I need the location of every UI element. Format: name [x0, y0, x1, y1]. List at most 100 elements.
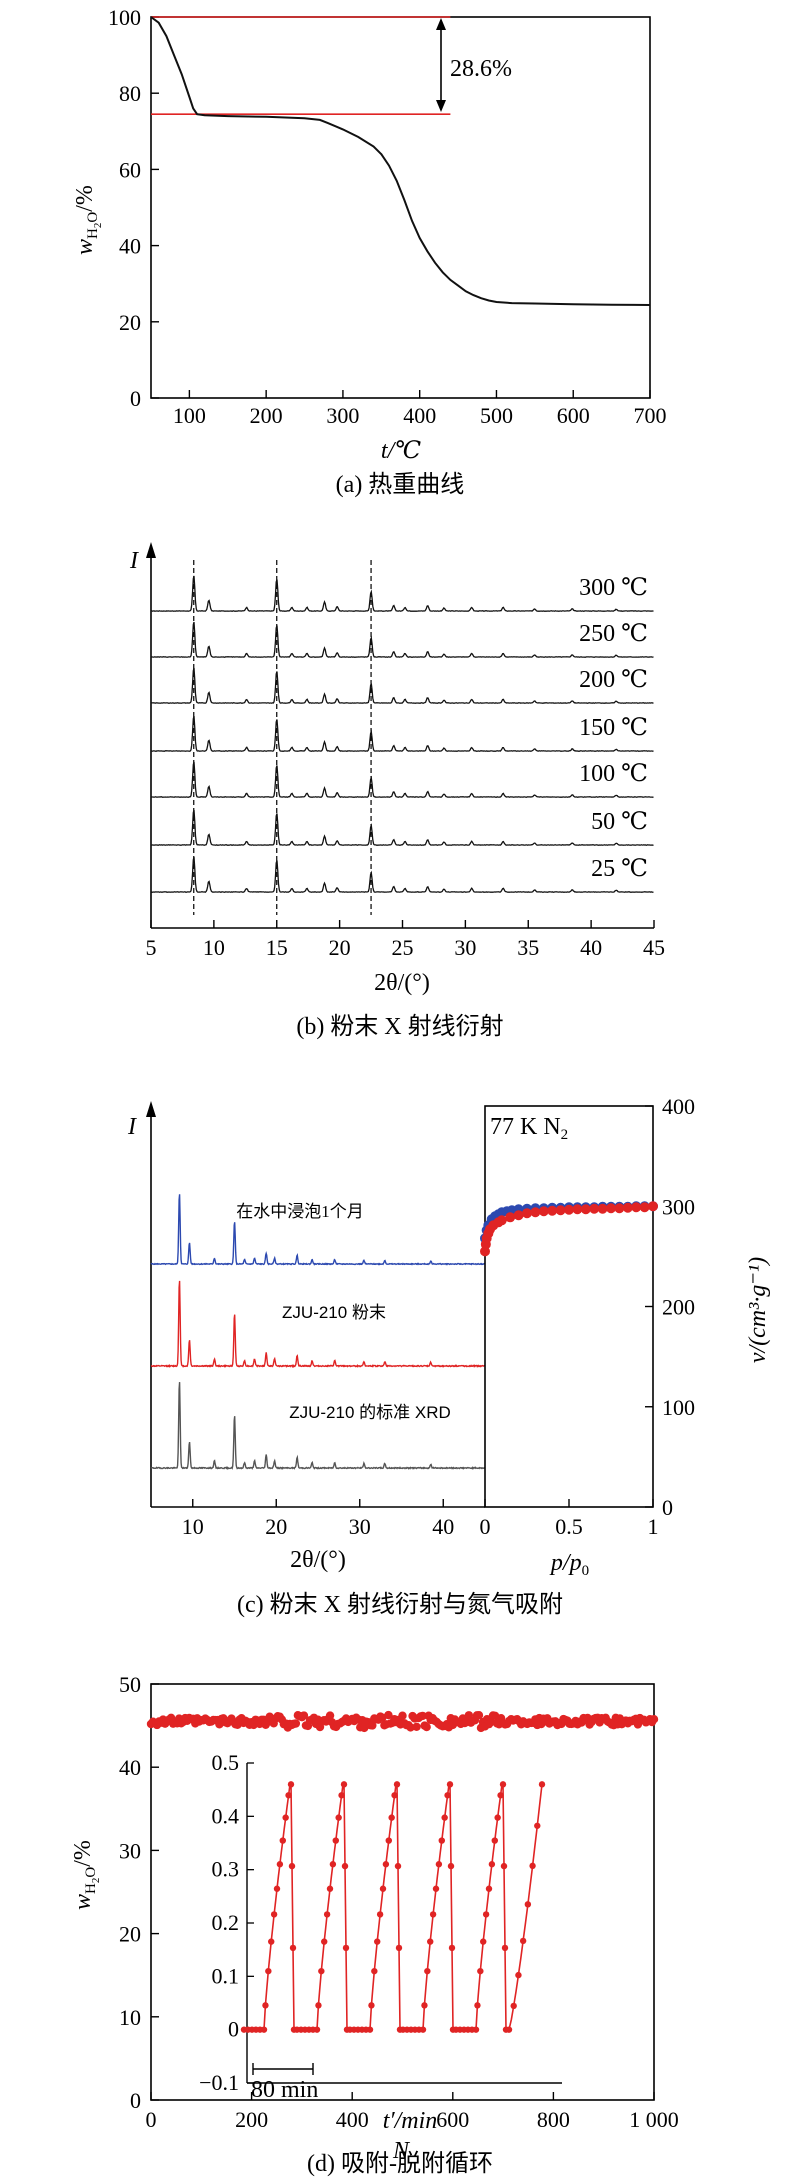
plot-frame [150, 1683, 655, 2101]
chart-adsorption-desorption-cycles: 0 200 400 600 800 1 000 0 10 20 30 40 50 −0.1 0 0.1 0.… [70, 1672, 679, 2177]
cycle-point [368, 1721, 377, 1730]
inset-cycle-point [501, 1944, 509, 1952]
inset-cycle-point [432, 1885, 440, 1892]
inset-cycle-point [505, 2026, 513, 2033]
y-tick-label: 80 [119, 81, 141, 106]
y-tick-label: 100 [108, 5, 141, 30]
series-label: 50 ℃ [591, 809, 648, 835]
adsorption-point [597, 1203, 608, 1214]
pxrd-trace [150, 1194, 486, 1266]
inset-cycle-point [335, 1814, 342, 1821]
y-tick-label: 40 [119, 1755, 141, 1780]
inset-cycle-point [538, 1781, 546, 1788]
inset-cycle-point [441, 1814, 448, 1821]
series-label: 100 ℃ [579, 761, 648, 787]
inset-cycle-point [500, 1862, 508, 1870]
inset-cycle-point [388, 1814, 395, 1821]
x-tick-label: 0 [480, 1514, 491, 1539]
inset-cycle-point [279, 1837, 286, 1844]
x-tick-label: 5 [146, 935, 157, 960]
series-label: 25 ℃ [591, 856, 648, 882]
inset-x-axis-label: t′/min [383, 2108, 438, 2134]
inset-cycle-point [382, 1861, 390, 1868]
inset-cycle-point [341, 1862, 349, 1870]
inset-cycle-point [340, 1781, 348, 1788]
inset-cycle-point [510, 2002, 517, 2010]
inset-cycle-point [429, 1911, 437, 1918]
inset-cycle-point [262, 2002, 269, 2009]
y-axis-label: I [127, 1114, 137, 1140]
inset-cycle-point [315, 2002, 322, 2009]
x-tick-label: 30 [349, 1514, 371, 1539]
inset-cycle-point [394, 1862, 402, 1870]
inset-cycle-point [427, 1938, 434, 1945]
y-tick-label: 400 [662, 1094, 695, 1119]
cycle-point [412, 1722, 421, 1732]
inset-cycle-point [438, 1837, 445, 1844]
y-tick-label: 20 [119, 310, 141, 335]
reference-lines [151, 16, 451, 115]
inset-cycle-point [323, 1911, 331, 1918]
x-tick-label: 500 [480, 403, 513, 428]
adsorption-series [480, 1201, 658, 1257]
inset-cycle-point [435, 1861, 443, 1868]
inset-cycle-point [270, 1911, 278, 1918]
pxrd-trace [150, 1280, 485, 1368]
pxrd-trace [150, 1382, 485, 1471]
inset-cycle-point [338, 1792, 345, 1799]
caption: (b) 粉末 X 射线衍射 [296, 1013, 503, 1040]
x-tick-label: 45 [643, 935, 665, 960]
inset-cycle-point [497, 1792, 504, 1799]
cycle-point [291, 1719, 301, 1728]
pxrd-trace [150, 761, 654, 798]
inset-cycle-point [268, 1938, 275, 1945]
chart-pxrd-temperature: I 5 10 15 20 25 30 35 40 45 300 ℃ 250 ℃ 200 ℃ 150 ℃… [129, 542, 665, 1040]
inset-y-tick-label: 0.4 [212, 1803, 240, 1828]
inset-cycle-line [508, 1784, 543, 2030]
inset-chart: −0.1 0 0.1 0.2 0.3 0.4 0.5 80 min t′/min [199, 1750, 562, 2134]
inset-cycle-point [265, 1967, 272, 1975]
adsorption-point [530, 1207, 541, 1218]
adsorption-point [564, 1204, 574, 1215]
inset-cycle-point [419, 2026, 427, 2033]
inset-cycle-point [329, 1861, 337, 1868]
cycle-points [146, 1710, 659, 1733]
pxrd-trace [150, 621, 654, 658]
x-tick-label: 30 [454, 935, 476, 960]
inset-y-tick-label: 0.1 [212, 1963, 240, 1988]
y-tick-label: 10 [119, 2005, 141, 2030]
adsorption-point [572, 1204, 583, 1215]
x-tick-label: 400 [403, 403, 436, 428]
inset-cycle-point [289, 1944, 297, 1952]
cycle-point [474, 1710, 484, 1720]
inset-cycle-line [350, 1783, 401, 2031]
x-axis-label: N [392, 2138, 411, 2164]
inset-cycle-point [376, 1911, 384, 1918]
cycle-point [299, 1711, 309, 1720]
inset-cycle-point [488, 1861, 496, 1868]
series-label: 200 ℃ [579, 667, 648, 693]
y-axis-arrow [146, 1101, 156, 1117]
inset-cycle-point [519, 1937, 527, 1945]
y-tick-label: 60 [119, 157, 141, 182]
x-tick-label: 1 [648, 1514, 659, 1539]
x-tick-label: 100 [173, 403, 206, 428]
inset-cycle-point [393, 1781, 401, 1788]
inset-cycle-point [385, 1837, 392, 1844]
cycle-point [418, 1711, 427, 1721]
adsorption-point [631, 1202, 642, 1213]
x-tick-label: 20 [329, 935, 351, 960]
inset-y-tick-label: 0.5 [212, 1750, 240, 1775]
axis-ticks: 100 200 300 400 500 600 700 0 20 40 60 80 100 [108, 5, 667, 428]
inset-cycle-point [494, 1814, 501, 1821]
y-tick-label: 0 [662, 1495, 673, 1520]
tg-curve [150, 16, 651, 306]
series-label: 300 ℃ [579, 575, 648, 601]
inset-cycle-point [524, 1901, 532, 1908]
y-axis-label: wH2O/% [70, 1840, 102, 1910]
caption: (a) 热重曲线 [336, 471, 465, 498]
inset-cycle-point [391, 1792, 398, 1799]
caption: (c) 粉末 X 射线衍射与氮气吸附 [237, 1591, 563, 1618]
inset-cycle-point [499, 1781, 507, 1788]
